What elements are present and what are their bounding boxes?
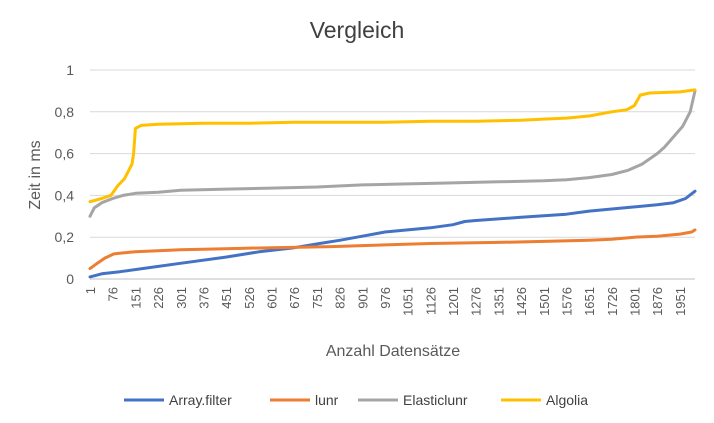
x-tick-label: 451 — [219, 287, 234, 309]
series-line-lunr — [88, 228, 697, 271]
x-tick-label: 226 — [151, 287, 166, 309]
legend-label: lunr — [315, 392, 339, 408]
x-tick-label: 1 — [83, 287, 98, 294]
x-tick-label: 751 — [310, 287, 325, 309]
x-tick-label: 1501 — [537, 287, 552, 316]
chart-title: Vergleich — [310, 17, 405, 43]
x-tick-label: 1201 — [446, 287, 461, 316]
series-lines — [88, 88, 697, 279]
x-tick-label: 976 — [378, 287, 393, 309]
y-tick-label: 0,2 — [55, 229, 75, 245]
x-tick-label: 676 — [287, 287, 302, 309]
x-tick-label: 1876 — [650, 287, 665, 316]
y-tick-label: 0 — [66, 271, 74, 287]
x-tick-label: 1126 — [423, 287, 438, 315]
x-tick-label: 601 — [265, 287, 280, 309]
x-tick-label: 301 — [174, 287, 189, 309]
legend-label: Array.filter — [169, 392, 232, 408]
x-tick-label: 1951 — [673, 287, 688, 316]
x-tick-label: 526 — [242, 287, 257, 309]
y-axis-ticks: 0 0,2 0,4 0,6 0,8 1 — [55, 62, 75, 287]
y-tick-label: 0,8 — [55, 104, 75, 120]
y-tick-label: 0,4 — [55, 187, 75, 203]
x-axis-ticks: 1 76 151 226 301 376 451 526 601 676 751 826 901 976 1… — [83, 287, 688, 316]
legend-label: Elasticlunr — [403, 392, 468, 408]
x-tick-label: 76 — [106, 287, 121, 301]
x-tick-label: 151 — [128, 287, 143, 309]
x-axis-title: Anzahl Datensätze — [326, 343, 460, 360]
x-tick-label: 1651 — [582, 287, 597, 316]
x-tick-label: 826 — [333, 287, 348, 309]
gridlines — [90, 69, 695, 238]
legend-label: Algolia — [546, 392, 588, 408]
x-tick-label: 1051 — [401, 287, 416, 316]
series-line-algolia — [88, 88, 697, 204]
x-tick-label: 901 — [355, 287, 370, 309]
x-tick-label: 1426 — [514, 287, 529, 316]
x-tick-label: 1576 — [559, 287, 574, 316]
legend: Array.filter lunr Elasticlunr Algolia — [124, 392, 588, 408]
x-tick-label: 1801 — [628, 287, 643, 316]
y-tick-label: 1 — [66, 62, 74, 78]
x-tick-label: 1276 — [469, 287, 484, 316]
series-line-array-filter — [88, 189, 697, 279]
y-tick-label: 0,6 — [55, 146, 75, 162]
x-tick-label: 376 — [196, 287, 211, 309]
y-axis-title: Zeit in ms — [27, 140, 44, 209]
x-tick-label: 1351 — [491, 287, 506, 316]
series-line-elasticlunr — [88, 89, 697, 218]
x-tick-label: 1726 — [605, 287, 620, 316]
